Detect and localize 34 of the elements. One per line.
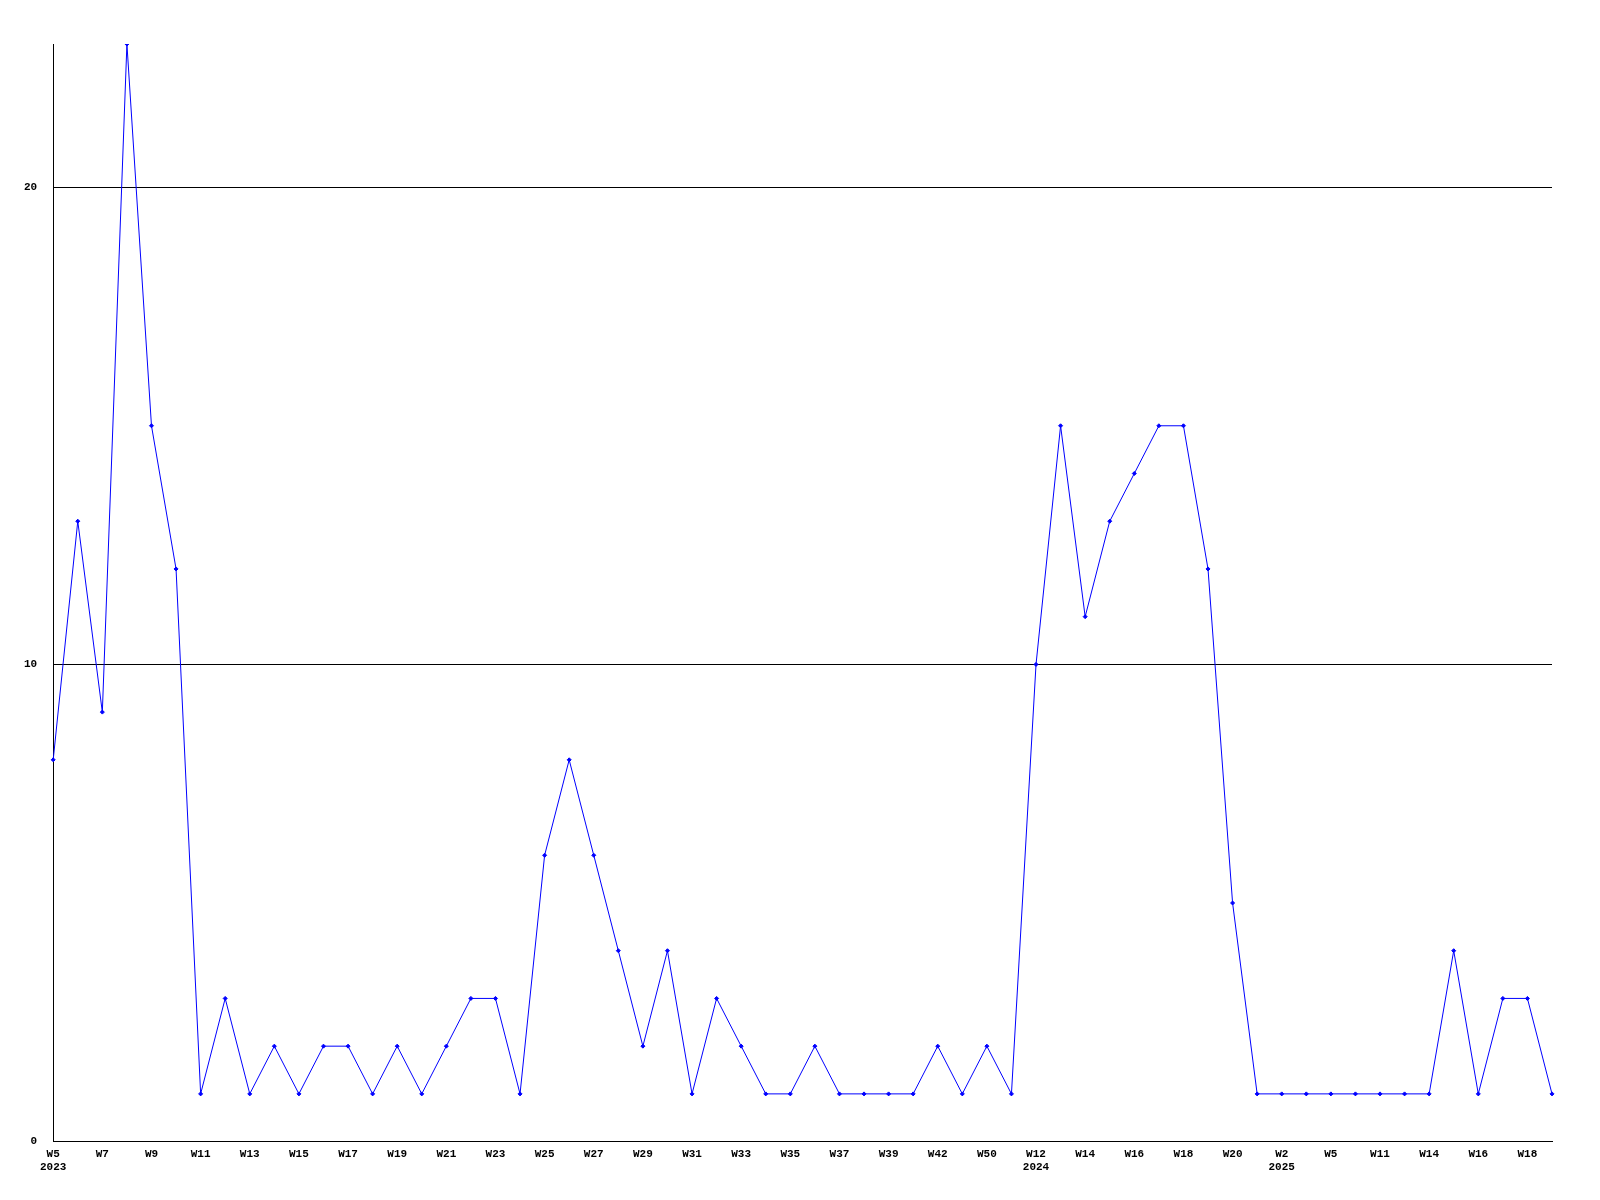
x-tick-label: W21	[436, 1147, 457, 1160]
x-tick-label: W2 2025	[1268, 1147, 1296, 1174]
x-tick-label: W16	[1468, 1147, 1489, 1160]
x-tick-label: W29	[632, 1147, 653, 1160]
x-tick-label: W17	[338, 1147, 358, 1160]
x-tick-label: W15	[289, 1147, 310, 1160]
x-tick-label: W14	[1075, 1147, 1096, 1160]
x-tick-label: W25	[534, 1147, 555, 1160]
x-tick-label: W31	[682, 1147, 703, 1160]
x-tick-label: W9	[144, 1147, 159, 1160]
x-tick-label: W50	[976, 1147, 997, 1160]
x-tick-label: W13	[239, 1147, 261, 1160]
x-tick-label: W7	[95, 1147, 109, 1160]
x-tick-label: W18	[1173, 1147, 1194, 1160]
x-tick-label: W19	[387, 1147, 408, 1160]
x-tick-label: W18	[1517, 1147, 1538, 1160]
x-tick-label: W35	[780, 1147, 801, 1160]
x-tick-label: W11	[1370, 1147, 1391, 1160]
x-tick-label: W11	[190, 1147, 211, 1160]
x-tick-label: W12 2024	[1022, 1147, 1050, 1174]
x-tick-label: W42	[927, 1147, 948, 1160]
y-tick-label: 20	[24, 180, 38, 193]
y-tick-label: 10	[24, 658, 38, 671]
x-tick-label: W5	[1324, 1147, 1338, 1160]
x-tick-label: W16	[1124, 1147, 1145, 1160]
x-tick-label: W23	[485, 1147, 506, 1160]
x-tick-label: W37	[829, 1147, 850, 1160]
x-tick-label: W33	[731, 1147, 752, 1160]
x-tick-label: W27	[583, 1147, 604, 1160]
x-tick-label: W5 2023	[40, 1147, 67, 1174]
x-tick-label: W14	[1419, 1147, 1440, 1160]
x-tick-label: W39	[878, 1147, 899, 1160]
y-tick-label: 0	[30, 1135, 38, 1148]
x-tick-label: W20	[1222, 1147, 1243, 1160]
